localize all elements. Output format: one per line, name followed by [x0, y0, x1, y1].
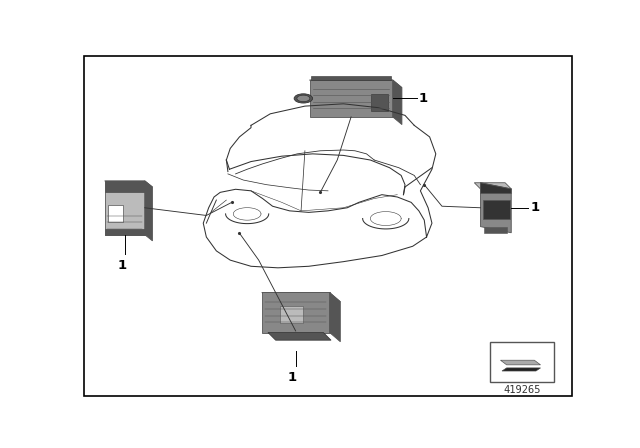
Polygon shape: [330, 293, 340, 342]
Polygon shape: [262, 293, 340, 302]
Bar: [490, 342, 554, 382]
Bar: [108, 205, 123, 222]
Bar: [105, 181, 145, 235]
Polygon shape: [105, 181, 152, 187]
Polygon shape: [502, 368, 541, 371]
Polygon shape: [310, 80, 393, 117]
Bar: [280, 306, 303, 323]
Polygon shape: [483, 200, 509, 220]
Bar: [105, 181, 145, 192]
Text: 1: 1: [531, 201, 540, 214]
Polygon shape: [310, 80, 402, 88]
Ellipse shape: [297, 95, 310, 102]
Text: 1: 1: [117, 258, 126, 271]
Ellipse shape: [294, 94, 312, 103]
Polygon shape: [393, 80, 402, 125]
Polygon shape: [481, 183, 511, 194]
Text: 1: 1: [288, 371, 297, 384]
Polygon shape: [500, 360, 541, 365]
Text: 1: 1: [419, 92, 428, 105]
Bar: [105, 228, 145, 235]
Polygon shape: [481, 183, 511, 233]
Bar: [311, 76, 391, 80]
Text: 419265: 419265: [503, 385, 541, 395]
Bar: [262, 293, 330, 332]
Bar: [371, 94, 388, 111]
Polygon shape: [474, 183, 511, 189]
Polygon shape: [484, 227, 508, 233]
Polygon shape: [145, 181, 152, 241]
Polygon shape: [268, 332, 331, 340]
